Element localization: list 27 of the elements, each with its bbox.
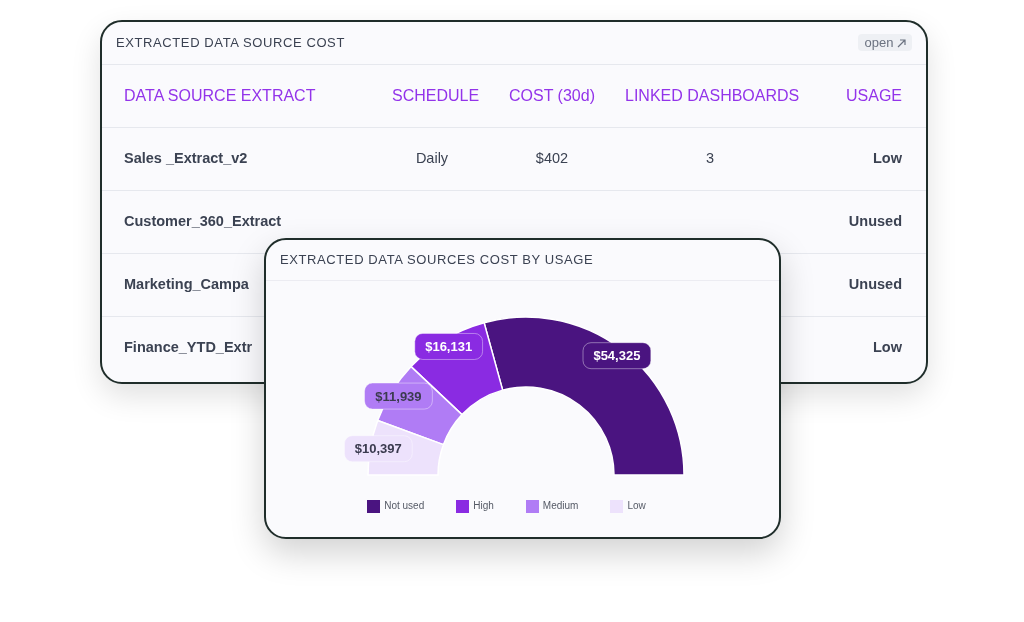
text: Sales _Extract_v2 <box>124 150 248 166</box>
data-label: $11,939 <box>375 388 422 404</box>
legend-label: High <box>473 500 494 512</box>
text: Finance_YTD_Extr <box>124 339 253 355</box>
data-label: $10,397 <box>354 441 402 457</box>
data-label: $54,325 <box>593 348 641 364</box>
data-label: $16,131 <box>425 338 473 354</box>
text: Marketing_Campa <box>124 276 249 292</box>
category-label: LINKED DASHBOARDS <box>625 87 800 105</box>
text: EXTRACTED DATA SOURCE COST <box>116 35 345 50</box>
text: Low <box>873 150 902 166</box>
legend-label: Medium <box>542 500 579 512</box>
text: Low <box>873 339 902 355</box>
text: Unused <box>848 213 902 229</box>
text: Daily <box>415 150 449 166</box>
legend-label: Not used <box>384 500 425 512</box>
text: open <box>858 34 912 51</box>
category-label: USAGE <box>845 87 902 105</box>
text: Unused <box>848 276 902 292</box>
legend-label: Low <box>627 500 646 512</box>
category-label: DATA SOURCE EXTRACT <box>124 87 316 105</box>
text: Customer_360_Extract <box>124 213 282 229</box>
category-label: SCHEDULE <box>392 87 480 105</box>
chart-title: EXTRACTED DATA SOURCES COST BY USAGE <box>280 252 594 267</box>
category-label: COST (30d) <box>508 87 596 105</box>
text: $402 <box>535 150 569 166</box>
text: 3 <box>705 150 715 166</box>
